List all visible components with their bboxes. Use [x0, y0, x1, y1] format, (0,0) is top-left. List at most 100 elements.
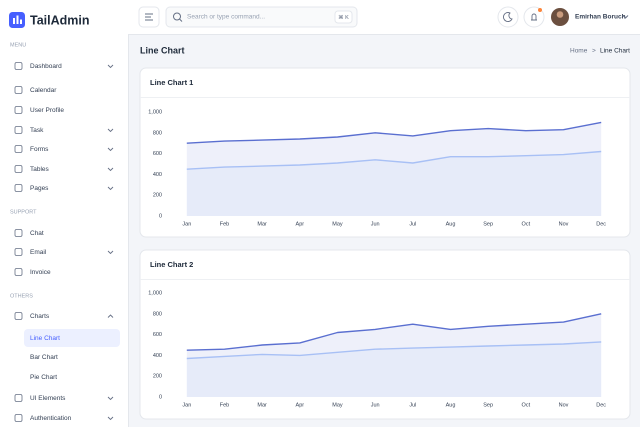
series-line — [186, 341, 602, 360]
menu-item[interactable]: Dashboard — [30, 63, 62, 70]
menu-chevron — [107, 167, 114, 172]
section-title: SUPPORT — [10, 209, 37, 215]
logo-bar — [16, 15, 19, 24]
section-title: OTHERS — [10, 293, 33, 299]
logo-bar — [20, 19, 22, 24]
chart-card — [139, 249, 631, 420]
search-placeholder: Search or type command... — [187, 14, 265, 21]
menu-chevron — [107, 147, 114, 152]
breadcrumb-current: Line Chart — [600, 48, 630, 55]
y-tick-label: 600 — [153, 332, 162, 338]
bell-icon — [531, 13, 537, 21]
y-tick-label: 800 — [153, 311, 162, 317]
menu-icon — [14, 268, 23, 276]
notifications[interactable] — [523, 6, 545, 28]
x-tick-label: Aug — [446, 402, 456, 408]
submenu-item[interactable]: Line Chart — [30, 335, 60, 342]
series-line — [186, 121, 602, 144]
y-tick-label: 0 — [159, 394, 162, 400]
y-tick-label: 0 — [159, 213, 162, 219]
x-tick-label: Feb — [220, 402, 229, 408]
moon-icon — [503, 12, 513, 22]
menu-icon — [14, 106, 23, 114]
x-tick-label: Mar — [257, 221, 267, 227]
x-tick-label: Jun — [371, 402, 380, 408]
shortcut-badge — [334, 10, 353, 24]
x-tick-label: Sep — [483, 402, 493, 408]
breadcrumb-link[interactable]: Home — [570, 48, 588, 55]
x-tick-label: Sep — [483, 221, 493, 227]
menu-icon — [14, 229, 23, 237]
menu-item[interactable]: Forms — [30, 146, 49, 153]
series-line — [186, 150, 602, 170]
menu-item[interactable]: Tables — [30, 166, 50, 173]
menu-icon — [14, 86, 23, 94]
notification-dot — [538, 8, 542, 12]
menu-item[interactable]: User Profile — [30, 107, 64, 114]
menu-icon — [14, 394, 23, 402]
chart-card — [139, 67, 631, 238]
menu-icon — [14, 62, 23, 70]
x-tick-label: Oct — [522, 221, 531, 227]
submenu-item[interactable]: Pie Chart — [30, 374, 57, 381]
series-line — [186, 313, 602, 351]
y-tick-label: 400 — [153, 172, 162, 178]
submenu-item[interactable]: Bar Chart — [30, 354, 58, 361]
menu-icon — [14, 145, 23, 153]
logo-text: TailAdmin — [30, 13, 90, 27]
search-box[interactable] — [165, 6, 358, 28]
y-tick-label: 200 — [153, 374, 162, 380]
menu-icon — [14, 184, 23, 192]
shortcut: ⌘ K — [338, 14, 349, 21]
x-tick-label: Oct — [522, 402, 531, 408]
menu-icon — [14, 414, 23, 422]
chart-title: Line Chart 2 — [150, 260, 193, 269]
menu-item[interactable]: Email — [30, 249, 47, 256]
breadcrumb-separator: > — [592, 48, 596, 55]
x-tick-label: Jan — [182, 221, 191, 227]
menu-icon — [14, 165, 23, 173]
menu-item[interactable]: Authentication — [30, 415, 72, 422]
x-tick-label: Apr — [296, 402, 305, 408]
x-tick-label: Dec — [596, 402, 606, 408]
x-tick-label: Jun — [371, 221, 380, 227]
menu-item[interactable]: Calendar — [30, 87, 57, 94]
y-tick-label: 200 — [153, 193, 162, 199]
y-tick-label: 800 — [153, 130, 162, 136]
x-tick-label: Apr — [296, 221, 305, 227]
menu-icon — [14, 248, 23, 256]
menu-chevron — [107, 314, 114, 318]
series-area — [186, 151, 602, 216]
y-tick-label: 400 — [153, 353, 162, 359]
menu-item[interactable]: Invoice — [30, 269, 51, 276]
menu-chevron — [107, 396, 114, 401]
x-tick-label: Mar — [257, 402, 267, 408]
theme-toggle[interactable] — [497, 6, 519, 28]
x-tick-label: Nov — [559, 402, 569, 408]
logo-bar — [13, 18, 15, 24]
menu-icon — [14, 312, 23, 320]
menu-item[interactable]: Chat — [30, 230, 44, 237]
menu-item[interactable]: Pages — [30, 185, 49, 192]
active-item-bg — [24, 329, 120, 347]
menu-chevron — [107, 64, 114, 69]
menu-item[interactable]: UI Elements — [30, 395, 66, 402]
menu-item[interactable]: Task — [30, 127, 44, 134]
x-tick-label: May — [332, 221, 343, 227]
menu-item[interactable]: Charts — [30, 313, 50, 320]
user-name[interactable]: Emirhan Boruch — [575, 14, 626, 21]
user-chevron — [622, 15, 629, 19]
menu-chevron — [107, 416, 114, 421]
menu-chevron — [107, 128, 114, 133]
section-title: MENU — [10, 42, 26, 48]
x-tick-label: Jan — [182, 402, 191, 408]
y-tick-label: 600 — [153, 151, 162, 157]
chart-title: Line Chart 1 — [150, 78, 193, 87]
search-icon — [179, 18, 183, 22]
page-title: Line Chart — [140, 45, 185, 55]
menu-icon — [14, 126, 23, 134]
menu-chevron — [107, 186, 114, 191]
search-icon — [173, 12, 181, 21]
